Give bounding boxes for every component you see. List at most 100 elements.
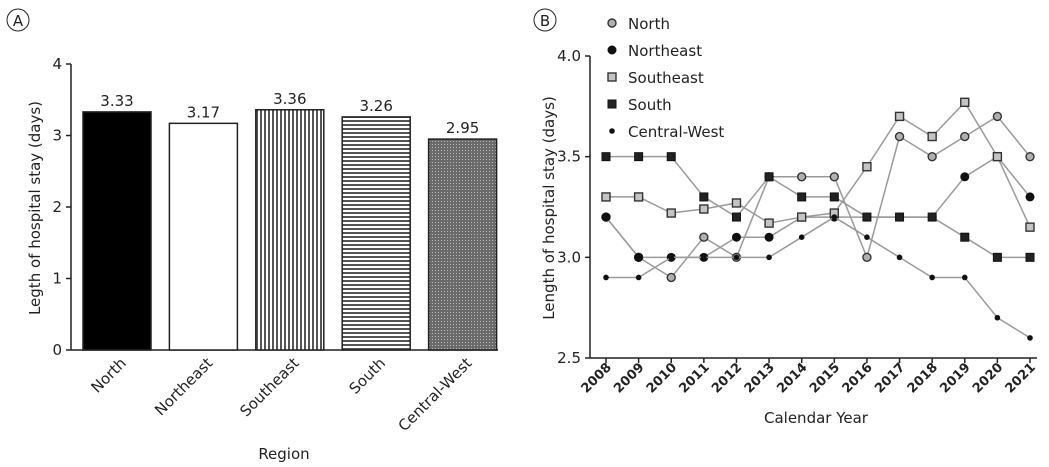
panel-a-x-axis-label: Region (258, 445, 309, 463)
point-north-2015 (829, 172, 840, 182)
point-south-2018 (927, 212, 937, 222)
legend-marker-southeast (607, 72, 617, 82)
point-central-west-2013 (766, 254, 772, 261)
point-central-west-2016 (864, 234, 870, 240)
point-north-2018 (927, 151, 937, 162)
point-central-west-2017 (896, 254, 903, 261)
panel-b-legend: North Northeast Southeast South Central-West (607, 15, 724, 141)
series-central-west (603, 214, 1033, 341)
point-northeast-2012 (731, 232, 741, 242)
legend-label-central-west: Central-West (628, 123, 724, 141)
panel-a-x-tick-label-southeast: Southeast (236, 354, 302, 420)
point-central-west-2011 (701, 254, 707, 261)
point-southeast-2020 (992, 151, 1003, 162)
series-south (601, 152, 1035, 262)
panel-b-x-tick-label-2017: 2017 (872, 360, 908, 396)
panel-b-x-tick-label-2008: 2008 (579, 360, 615, 396)
point-south-2020 (992, 252, 1002, 262)
panel-b-x-tick-label-2015: 2015 (807, 360, 843, 396)
point-south-2013 (764, 172, 774, 182)
point-southeast-2008 (601, 192, 611, 202)
point-south-2011 (699, 192, 709, 202)
panel-b-letter: B (540, 12, 550, 30)
point-central-west-2010 (668, 254, 675, 261)
point-central-west-2015 (831, 214, 838, 220)
legend-marker-north (607, 18, 617, 28)
point-north-2019 (960, 131, 970, 142)
point-southeast-2012 (731, 198, 742, 208)
panel-a-letter: A (13, 12, 24, 30)
panel-b-y-tick-label: 3.5 (557, 148, 581, 166)
point-south-2009 (634, 152, 644, 162)
bar-value-label-southeast: 3.36 (273, 90, 306, 108)
panel-b-x-tick-label-2020: 2020 (970, 360, 1006, 396)
point-central-west-2019 (961, 274, 968, 281)
point-southeast-2011 (699, 204, 709, 214)
point-north-2021 (1025, 151, 1035, 162)
panel-a: A 0 1 2 3 4 North Northeast Southeast South Centr… (6, 8, 498, 463)
point-south-2015 (829, 192, 839, 202)
series-line-northeast (605, 155, 1031, 259)
point-northeast-2019 (960, 172, 970, 182)
point-north-2010 (666, 272, 676, 283)
panel-a-y-tick-label: 2 (52, 198, 62, 216)
point-central-west-2018 (929, 274, 935, 281)
point-southeast-2017 (894, 111, 905, 122)
panel-a-x-tick-label-south: South (345, 354, 389, 398)
point-south-2019 (960, 232, 970, 242)
point-southeast-2021 (1025, 222, 1035, 232)
point-northeast-2008 (601, 212, 611, 222)
point-north-2016 (862, 252, 872, 263)
panel-b-x-tick-label-2012: 2012 (709, 360, 745, 396)
legend-marker-northeast (607, 45, 617, 55)
series-line-south (606, 155, 1030, 259)
point-south-2014 (797, 192, 807, 202)
point-northeast-2009 (634, 252, 644, 262)
panel-b-y-tick-label: 3.0 (557, 248, 581, 266)
bar-value-label-south: 3.26 (359, 97, 392, 115)
point-south-2021 (1025, 252, 1035, 262)
point-southeast-2014 (796, 212, 807, 222)
panel-b-y-axis-label: Length of hospital stay (days) (540, 96, 558, 320)
point-north-2011 (699, 232, 709, 242)
point-central-west-2020 (994, 314, 1001, 321)
panel-a-bars: 3.33 3.17 3.36 3.26 2.95 (82, 90, 498, 351)
point-northeast-2021 (1025, 192, 1035, 202)
point-southeast-2009 (633, 192, 644, 202)
bar-value-label-north: 3.33 (100, 92, 133, 110)
series-line-central-west (606, 216, 1031, 339)
panel-b-badge (533, 8, 557, 32)
panel-b-y-tick-label: 4.0 (557, 47, 581, 65)
point-north-2014 (796, 172, 807, 182)
point-north-2020 (992, 111, 1003, 122)
panel-b-x-tick-label-2010: 2010 (644, 360, 680, 396)
point-south-2008 (601, 152, 611, 162)
bar-value-label-northeast: 3.17 (187, 103, 220, 121)
bar-value-label-central-west: 2.95 (446, 119, 479, 137)
point-central-west-2014 (798, 234, 805, 240)
panel-b-series (601, 97, 1035, 341)
point-northeast-2013 (764, 232, 774, 242)
panel-b-x-tick-label-2021: 2021 (1003, 360, 1039, 396)
panel-b-x-axis-label: Calendar Year (764, 409, 869, 427)
legend-label-south: South (628, 96, 672, 114)
panel-a-badge (6, 8, 30, 32)
panel-b-x-tick-label-2019: 2019 (937, 360, 973, 396)
panel-b-x-tick-label-2014: 2014 (774, 360, 810, 396)
panel-b-x-tick-label-2018: 2018 (905, 360, 941, 396)
series-southeast (601, 97, 1035, 232)
legend-marker-south (607, 99, 617, 109)
panel-a-y-axis-label: Legth of hospital stay (days) (26, 101, 44, 315)
point-central-west-2021 (1027, 335, 1033, 341)
point-southeast-2013 (764, 218, 774, 228)
point-southeast-2018 (927, 131, 937, 142)
panel-a-y-tick-label: 3 (52, 127, 62, 145)
legend-label-southeast: Southeast (628, 69, 704, 87)
series-northeast (601, 152, 1035, 262)
point-south-2017 (895, 212, 905, 222)
legend-label-northeast: Northeast (628, 42, 702, 60)
point-north-2017 (894, 131, 905, 142)
point-southeast-2019 (960, 97, 970, 108)
bar-south (341, 116, 411, 351)
